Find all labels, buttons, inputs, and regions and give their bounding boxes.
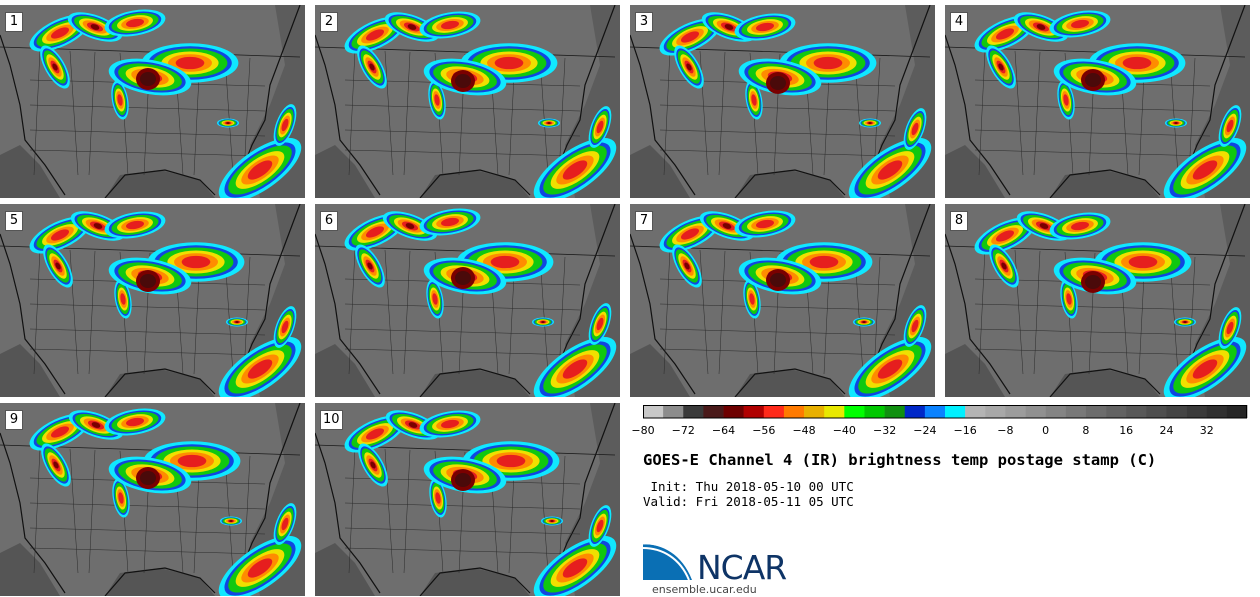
colorbar-swatch xyxy=(1085,405,1107,418)
ncar-logo-icon xyxy=(642,541,694,581)
colorbar-swatch xyxy=(1226,405,1248,418)
colorbar-tick-label: −48 xyxy=(792,424,816,437)
postage-stamp-map: 1 xyxy=(0,5,305,198)
colorbar-tick-label: 8 xyxy=(1082,424,1090,437)
colorbar-tick-label: −40 xyxy=(832,424,856,437)
colorbar-swatch xyxy=(985,405,1006,418)
postage-stamp-map: 2 xyxy=(315,5,620,198)
colorbar-swatch xyxy=(723,405,744,418)
figure-title: GOES-E Channel 4 (IR) brightness temp po… xyxy=(643,451,1157,469)
postage-stamp-map: 8 xyxy=(945,204,1250,397)
colorbar-swatch xyxy=(1186,405,1208,418)
colorbar-swatch xyxy=(965,405,986,418)
colorbar-swatch xyxy=(703,405,724,418)
ensemble-member-label: 3 xyxy=(635,12,653,32)
ensemble-url: ensemble.ucar.edu xyxy=(652,583,757,596)
postage-stamp-map: 9 xyxy=(0,403,305,596)
ensemble-member-label: 7 xyxy=(635,211,653,231)
postage-stamp-map: 7 xyxy=(630,204,935,397)
ensemble-member-label: 6 xyxy=(320,211,338,231)
colorbar-tick-label: 24 xyxy=(1159,424,1174,437)
colorbar-swatch xyxy=(683,405,704,418)
colorbar-swatch xyxy=(1106,405,1127,418)
postage-stamp-map: 3 xyxy=(630,5,935,198)
colorbar-swatch xyxy=(763,405,785,418)
colorbar-swatch xyxy=(1045,405,1067,418)
colorbar-tick-label: −72 xyxy=(671,424,695,437)
colorbar-tick-label: −16 xyxy=(953,424,977,437)
postage-stamp-map: 10 xyxy=(315,403,620,596)
colorbar-swatch xyxy=(743,405,765,418)
ncar-wordmark: NCAR xyxy=(697,548,787,587)
ensemble-member-label: 4 xyxy=(950,12,968,32)
colorbar-border xyxy=(643,405,1247,419)
colorbar-swatch xyxy=(1206,405,1228,418)
ensemble-member-label: 1 xyxy=(5,12,23,32)
ensemble-member-label: 5 xyxy=(5,211,23,231)
colorbar-tick-label: −8 xyxy=(997,424,1014,437)
colorbar-swatch xyxy=(884,405,906,418)
colorbar-swatch xyxy=(1166,405,1187,418)
postage-stamp-map: 5 xyxy=(0,204,305,397)
ensemble-member-label: 10 xyxy=(320,410,343,430)
colorbar-swatch xyxy=(924,405,946,418)
colorbar-swatch xyxy=(643,405,664,418)
colorbar-swatch xyxy=(904,405,926,418)
colorbar-swatch xyxy=(1065,405,1087,418)
colorbar-tick-label: 32 xyxy=(1199,424,1214,437)
colorbar-tick-label: −32 xyxy=(872,424,897,437)
postage-stamp-map: 6 xyxy=(315,204,620,397)
colorbar-swatch xyxy=(844,405,865,418)
colorbar-tick-label: −56 xyxy=(752,424,776,437)
colorbar-swatch xyxy=(864,405,885,418)
colorbar xyxy=(643,405,1248,419)
colorbar-swatch xyxy=(1005,405,1026,418)
colorbar-swatch xyxy=(945,405,966,418)
colorbar-tick-label: −80 xyxy=(631,424,655,437)
colorbar-tick-label: 16 xyxy=(1119,424,1134,437)
colorbar-swatch xyxy=(804,405,825,418)
ensemble-member-label: 2 xyxy=(320,12,338,32)
colorbar-swatch xyxy=(663,405,684,418)
colorbar-swatch xyxy=(1025,405,1046,418)
valid-time: Valid: Fri 2018-05-11 05 UTC xyxy=(643,494,854,509)
init-time: Init: Thu 2018-05-10 00 UTC xyxy=(643,479,854,494)
colorbar-tick-label: −24 xyxy=(913,424,937,437)
ensemble-member-label: 9 xyxy=(5,410,23,430)
colorbar-swatch xyxy=(824,405,845,418)
colorbar-swatch xyxy=(783,405,805,418)
ensemble-member-label: 8 xyxy=(950,211,968,231)
postage-stamp-map: 4 xyxy=(945,5,1250,198)
colorbar-swatch xyxy=(1146,405,1167,418)
colorbar-tick-label: −64 xyxy=(711,424,736,437)
colorbar-swatch xyxy=(1126,405,1147,418)
colorbar-tick-label: 0 xyxy=(1042,424,1050,437)
